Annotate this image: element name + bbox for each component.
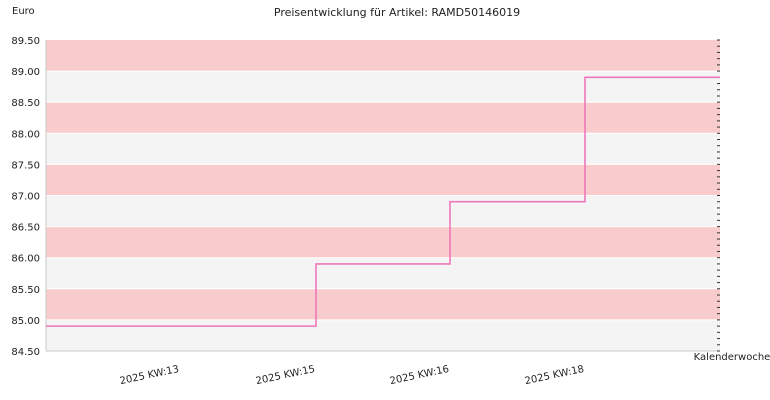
grid-band [46, 226, 720, 258]
y-tick-label: 88.00 [11, 129, 40, 140]
grid-band [46, 102, 720, 134]
grid-band [46, 257, 720, 289]
y-tick-label: 86.00 [11, 254, 40, 265]
y-tick-labels: 84.50 85.00 85.50 86.00 86.50 87.00 87.50 88.00… [11, 36, 40, 358]
x-tick-label: 2025 KW:16 [389, 364, 450, 387]
y-tick-label: 85.50 [11, 285, 40, 296]
x-tick-label: 2025 KW:18 [524, 364, 585, 387]
x-tick-labels: 2025 KW:13 2025 KW:15 2025 KW:16 2025 KW:18 [119, 364, 585, 387]
y-tick-label: 85.00 [11, 316, 40, 327]
grid-band [46, 40, 720, 72]
x-axis-label: Kalenderwoche [694, 352, 770, 363]
y-tick-label: 87.00 [11, 192, 40, 203]
grid-band [46, 164, 720, 196]
y-tick-label: 89.00 [11, 67, 40, 78]
y-tick-label: 88.50 [11, 98, 40, 109]
y-tick-label: 87.50 [11, 160, 40, 171]
price-step-line [46, 76, 720, 327]
x-tick-label: 2025 KW:13 [119, 364, 180, 387]
y-axis-label: Euro [12, 6, 35, 17]
axes [45, 40, 720, 352]
y-tick-label: 84.50 [11, 347, 40, 358]
right-tick-marks [717, 39, 720, 352]
grid-band [46, 71, 720, 103]
y-tick-label: 89.50 [11, 36, 40, 47]
grid-band [46, 133, 720, 165]
grid-band [46, 319, 720, 351]
chart-title: Preisentwicklung für Artikel: RAMD501460… [274, 6, 520, 19]
x-tick-label: 2025 KW:15 [255, 364, 316, 387]
grid-band [46, 195, 720, 227]
grid-band [46, 288, 720, 320]
series-group [46, 76, 720, 327]
plot-background [46, 40, 720, 351]
y-tick-label: 86.50 [11, 223, 40, 234]
